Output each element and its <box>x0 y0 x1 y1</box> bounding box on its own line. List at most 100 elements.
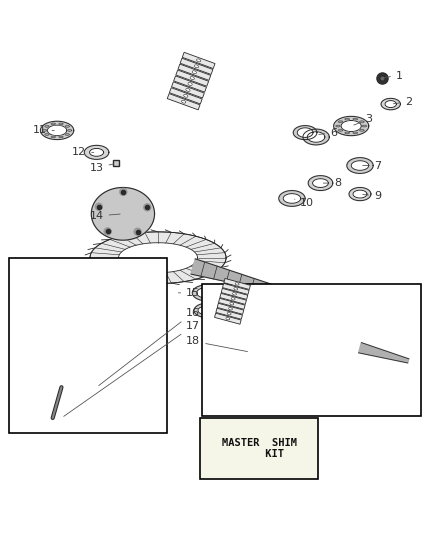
Polygon shape <box>108 295 120 308</box>
Polygon shape <box>13 280 39 306</box>
Polygon shape <box>39 383 48 392</box>
Polygon shape <box>272 332 323 351</box>
Polygon shape <box>194 303 218 318</box>
Polygon shape <box>283 193 300 203</box>
FancyBboxPatch shape <box>214 313 240 324</box>
Polygon shape <box>89 148 103 156</box>
Polygon shape <box>84 146 109 159</box>
Polygon shape <box>84 330 92 335</box>
Polygon shape <box>254 325 342 358</box>
Polygon shape <box>22 333 48 349</box>
Polygon shape <box>40 121 74 140</box>
Text: 13: 13 <box>89 163 113 173</box>
Polygon shape <box>302 129 328 145</box>
FancyBboxPatch shape <box>173 76 206 92</box>
Ellipse shape <box>192 71 196 74</box>
Polygon shape <box>109 354 137 372</box>
Polygon shape <box>307 132 324 142</box>
Ellipse shape <box>230 303 233 305</box>
Ellipse shape <box>196 59 200 62</box>
Polygon shape <box>196 288 215 298</box>
Circle shape <box>120 188 127 196</box>
Polygon shape <box>352 132 357 134</box>
Polygon shape <box>359 121 363 123</box>
Circle shape <box>104 228 111 235</box>
FancyBboxPatch shape <box>221 288 247 300</box>
Polygon shape <box>401 358 410 364</box>
Polygon shape <box>278 191 304 206</box>
FancyBboxPatch shape <box>217 303 243 314</box>
Ellipse shape <box>235 283 239 285</box>
Text: 16: 16 <box>99 308 200 385</box>
Polygon shape <box>32 339 39 343</box>
Polygon shape <box>391 353 402 360</box>
Polygon shape <box>65 134 69 135</box>
Polygon shape <box>118 243 197 273</box>
Text: 8: 8 <box>322 178 341 188</box>
Text: 17: 17 <box>64 321 200 416</box>
FancyBboxPatch shape <box>201 284 420 416</box>
FancyBboxPatch shape <box>219 293 246 304</box>
Polygon shape <box>51 136 55 138</box>
FancyBboxPatch shape <box>169 88 202 104</box>
Polygon shape <box>344 132 349 134</box>
Text: 6: 6 <box>318 127 336 138</box>
FancyBboxPatch shape <box>167 94 200 110</box>
FancyBboxPatch shape <box>176 70 208 86</box>
FancyBboxPatch shape <box>223 278 250 289</box>
Ellipse shape <box>185 88 190 91</box>
Polygon shape <box>67 130 71 131</box>
FancyBboxPatch shape <box>171 82 204 98</box>
Polygon shape <box>333 116 368 136</box>
Polygon shape <box>350 161 368 171</box>
Circle shape <box>143 204 150 211</box>
Text: 11: 11 <box>32 125 54 135</box>
Ellipse shape <box>233 288 237 290</box>
Ellipse shape <box>194 65 198 68</box>
FancyBboxPatch shape <box>9 258 166 433</box>
Polygon shape <box>47 125 67 136</box>
Polygon shape <box>387 351 406 362</box>
FancyBboxPatch shape <box>218 298 244 309</box>
Text: 14: 14 <box>89 211 120 221</box>
Polygon shape <box>45 126 49 127</box>
Polygon shape <box>340 120 360 132</box>
Polygon shape <box>338 121 342 123</box>
Polygon shape <box>35 378 53 396</box>
FancyBboxPatch shape <box>222 284 248 294</box>
Text: 2: 2 <box>392 97 411 107</box>
FancyBboxPatch shape <box>199 418 318 479</box>
Polygon shape <box>361 125 366 127</box>
Circle shape <box>95 203 102 210</box>
Ellipse shape <box>183 94 187 97</box>
Polygon shape <box>73 323 102 342</box>
Text: 1: 1 <box>384 70 402 80</box>
Polygon shape <box>59 136 63 138</box>
Text: 3: 3 <box>353 115 371 125</box>
Ellipse shape <box>226 318 229 320</box>
Polygon shape <box>352 190 366 198</box>
Polygon shape <box>198 306 214 315</box>
Polygon shape <box>103 290 125 312</box>
Polygon shape <box>89 366 95 369</box>
FancyBboxPatch shape <box>182 52 215 69</box>
Polygon shape <box>335 125 339 127</box>
Circle shape <box>134 228 141 235</box>
Polygon shape <box>384 101 396 108</box>
Polygon shape <box>348 188 370 200</box>
Polygon shape <box>191 259 290 295</box>
FancyBboxPatch shape <box>180 58 212 75</box>
Polygon shape <box>42 130 46 131</box>
Text: 15: 15 <box>178 288 200 298</box>
Polygon shape <box>346 158 372 173</box>
Ellipse shape <box>231 297 234 300</box>
FancyBboxPatch shape <box>215 308 242 319</box>
Polygon shape <box>359 130 363 131</box>
Polygon shape <box>57 299 66 304</box>
Polygon shape <box>297 128 312 138</box>
Polygon shape <box>398 357 412 365</box>
Text: 9: 9 <box>362 191 380 201</box>
Text: MASTER  SHIM
     KIT: MASTER SHIM KIT <box>221 438 296 459</box>
Ellipse shape <box>187 83 192 85</box>
Polygon shape <box>90 232 226 284</box>
